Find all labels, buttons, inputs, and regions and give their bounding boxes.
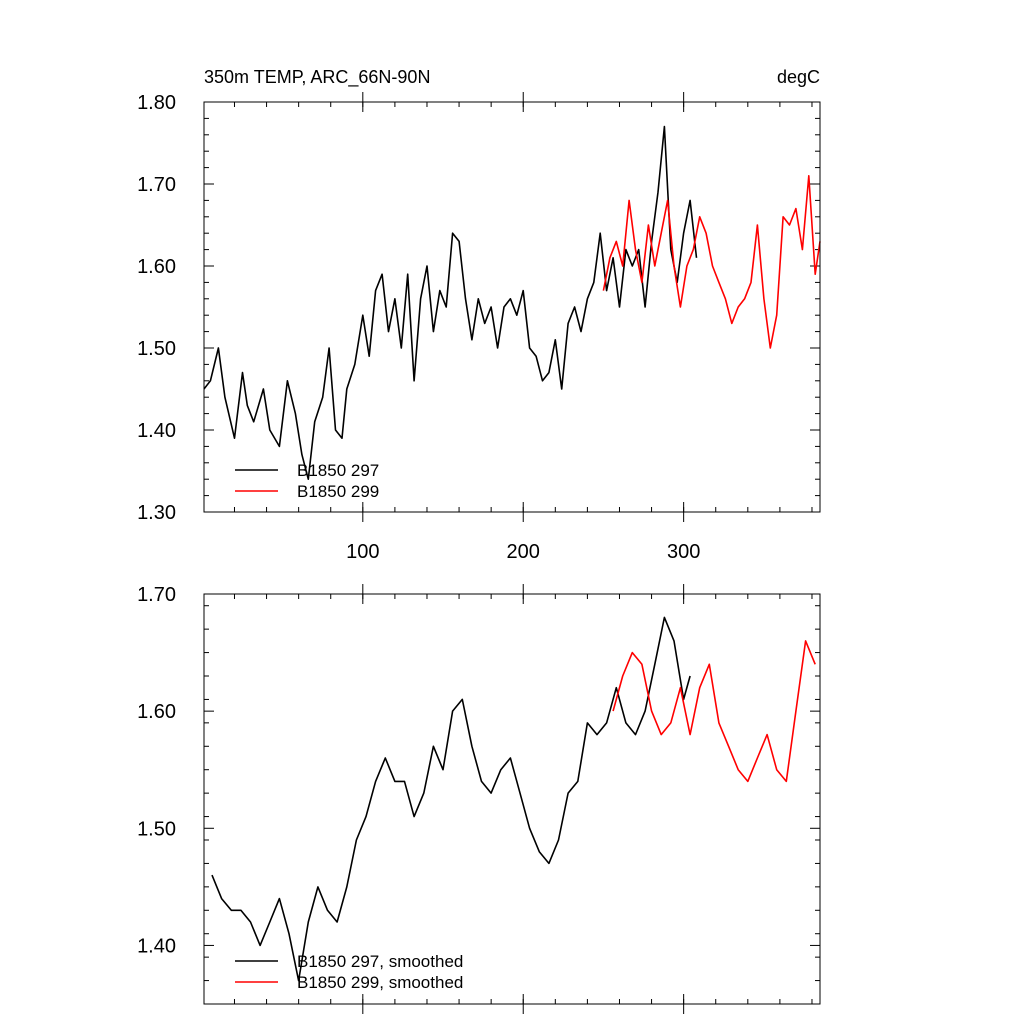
units-label: degC [777,67,820,87]
y-tick-label: 1.40 [137,420,176,442]
top-plot-marks: 1.30 1.40 1.50 1.60 1.70 1.80 100 200 300 [137,92,821,563]
x-tick-label: 300 [667,541,700,563]
bottom-plot-frame [203,593,821,1005]
legend-label-299: B1850 299 [297,482,379,501]
legend-label-299-smoothed: B1850 299, smoothed [297,973,463,992]
y-tick-label: 1.80 [137,92,176,114]
y-tick-label: 1.40 [137,935,176,957]
series-line-b1850-297 [203,125,698,481]
bottom-chart: 1.40 1.50 1.60 1.70 B1850 297, smoothed B18… [137,584,821,1014]
y-tick-label: 1.70 [137,174,176,196]
y-tick-label: 1.30 [137,502,176,524]
top-legend: B1850 297 B1850 299 [235,461,379,501]
series-line-b1850-299-smoothed [612,640,816,783]
series-line-b1850-297-smoothed [211,616,691,982]
legend-label-297-smoothed: B1850 297, smoothed [297,952,463,971]
y-tick-label: 1.50 [137,338,176,360]
series-line-b1850-299 [602,175,821,349]
legend-label-297: B1850 297 [297,461,379,480]
y-tick-label: 1.60 [137,256,176,278]
top-chart: 350m TEMP, ARC_66N-90N degC 1.30 1.40 1.50… [137,67,821,563]
top-plot-frame [203,101,821,513]
y-tick-label: 1.60 [137,701,176,723]
chart-title: 350m TEMP, ARC_66N-90N [204,67,430,88]
y-tick-label: 1.70 [137,584,176,606]
y-tick-label: 1.50 [137,818,176,840]
x-tick-label: 200 [507,541,540,563]
bottom-legend: B1850 297, smoothed B1850 299, smoothed [235,952,463,992]
bottom-plot-marks: 1.40 1.50 1.60 1.70 [137,584,820,1014]
x-tick-label: 100 [346,541,379,563]
